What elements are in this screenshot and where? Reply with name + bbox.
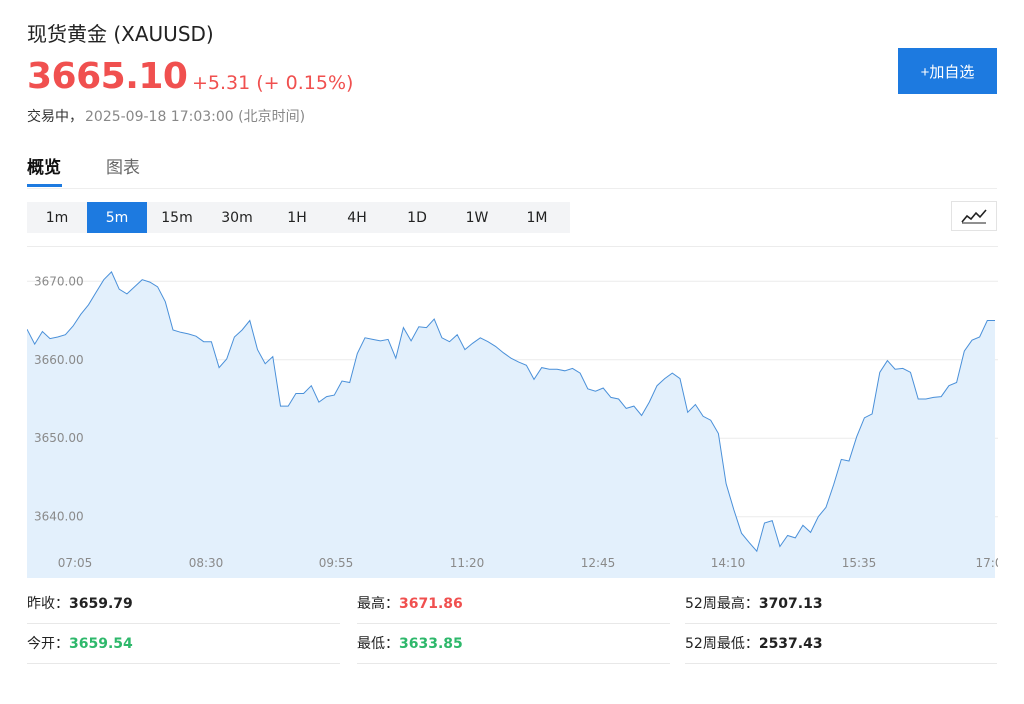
interval-1w[interactable]: 1W [465,209,489,226]
x-tick-label: 09:55 [319,556,354,570]
x-tick-label: 17:0 [976,556,998,570]
line-chart-icon [961,209,987,224]
interval-selector: 1m 5m 15m 30m 1H 4H 1D 1W 1M [27,202,570,233]
page-title: 现货黄金 (XAUUSD) [27,22,214,46]
stat-value: 3633.85 [399,636,463,652]
stat-52w-high: 52周最高：3707.13 [685,590,997,624]
x-tick-label: 07:05 [58,556,93,570]
price-change: +5.31 (+ 0.15%) [192,72,354,94]
stat-prev-close: 昨收：3659.79 [27,590,340,624]
stat-label: 今开： [27,636,69,652]
stat-label: 最低： [357,636,399,652]
stat-label: 昨收： [27,596,69,612]
stat-label: 52周最低： [685,636,759,652]
stat-value: 3707.13 [758,596,823,612]
chart-type-toggle[interactable] [951,201,997,231]
stat-open: 今开：3659.54 [27,630,340,664]
x-tick-label: 08:30 [189,556,224,570]
y-tick-label: 3650.00 [34,431,84,445]
interval-1d[interactable]: 1D [407,209,427,226]
price-chart[interactable]: 3670.00 3660.00 3650.00 3640.00 07:05 08:30 09… [27,246,998,578]
interval-4h[interactable]: 4H [347,209,367,226]
y-tick-label: 3670.00 [34,274,84,288]
stat-value: 3659.79 [69,596,133,612]
price-line [27,271,995,553]
active-tab-indicator [27,184,62,187]
interval-5m[interactable]: 5m [87,202,147,233]
x-tick-label: 11:20 [450,556,485,570]
tab-overview[interactable]: 概览 [27,158,61,178]
x-tick-label: 15:35 [842,556,877,570]
stat-high: 最高：3671.86 [357,590,670,624]
y-tick-label: 3640.00 [34,510,84,524]
stat-label: 52周最高： [685,596,759,612]
y-tick-label: 3660.00 [34,353,84,367]
tab-chart[interactable]: 图表 [106,158,140,178]
stat-value: 3659.54 [69,636,133,652]
current-price: 3665.10 [27,56,188,97]
interval-15m[interactable]: 15m [161,209,193,226]
interval-30m[interactable]: 30m [221,209,253,226]
stat-low: 最低：3633.85 [357,630,670,664]
price-area-fill [27,271,995,578]
stat-value: 2537.43 [758,636,823,652]
stat-label: 最高： [357,596,399,612]
tab-bar: 概览 图表 [27,150,997,189]
x-tick-label: 12:45 [581,556,616,570]
interval-1mo[interactable]: 1M [526,209,548,226]
interval-1m[interactable]: 1m [45,209,69,226]
stat-value: 3671.86 [399,596,463,612]
interval-1h[interactable]: 1H [287,209,307,226]
timestamp: 2025-09-18 17:03:00 (北京时间) [85,109,306,125]
trading-status: 交易中， 2025-09-18 17:03:00 (北京时间) [27,106,305,126]
add-watchlist-button[interactable]: +加自选 [898,48,997,94]
status-label: 交易中， [27,109,83,125]
x-tick-label: 14:10 [711,556,746,570]
stat-52w-low: 52周最低：2537.43 [685,630,997,664]
